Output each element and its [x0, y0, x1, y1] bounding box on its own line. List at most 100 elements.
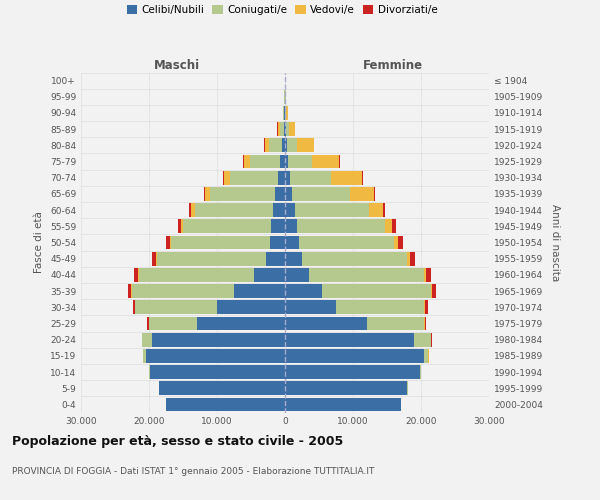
Bar	[285, 284, 322, 298]
Bar	[312, 154, 340, 168]
Bar	[285, 382, 407, 395]
Text: PROVINCIA DI FOGGIA - Dati ISTAT 1° gennaio 2005 - Elaborazione TUTTITALIA.IT: PROVINCIA DI FOGGIA - Dati ISTAT 1° genn…	[12, 468, 374, 476]
Bar	[152, 252, 156, 266]
Bar	[285, 268, 309, 282]
Bar	[285, 252, 302, 266]
Bar	[280, 154, 285, 168]
Bar	[285, 171, 290, 184]
Bar	[210, 187, 275, 201]
Bar	[285, 300, 336, 314]
Bar	[285, 138, 287, 152]
Bar	[178, 220, 181, 233]
Bar	[273, 203, 285, 217]
Bar	[283, 106, 284, 120]
Bar	[370, 203, 383, 217]
Bar	[224, 171, 230, 184]
Bar	[149, 316, 197, 330]
Bar	[142, 333, 152, 346]
Bar	[297, 138, 314, 152]
Bar	[383, 203, 385, 217]
Bar	[425, 316, 426, 330]
Bar	[269, 138, 282, 152]
Bar	[157, 252, 266, 266]
Bar	[197, 316, 285, 330]
Bar	[183, 220, 271, 233]
Bar	[181, 220, 183, 233]
Bar	[136, 300, 217, 314]
Bar	[367, 316, 424, 330]
Bar	[278, 171, 285, 184]
Bar	[280, 122, 284, 136]
Bar	[217, 300, 285, 314]
Bar	[289, 122, 295, 136]
Bar	[295, 203, 370, 217]
Bar	[431, 284, 432, 298]
Bar	[285, 398, 401, 411]
Bar	[425, 300, 428, 314]
Bar	[266, 252, 285, 266]
Bar	[254, 268, 285, 282]
Bar	[270, 236, 285, 250]
Bar	[292, 187, 350, 201]
Bar	[271, 220, 285, 233]
Bar	[296, 220, 385, 233]
Bar	[410, 252, 415, 266]
Legend: Celibi/Nubili, Coniugati/e, Vedovi/e, Divorziati/e: Celibi/Nubili, Coniugati/e, Vedovi/e, Di…	[127, 5, 437, 15]
Bar	[419, 365, 421, 379]
Bar	[166, 236, 170, 250]
Bar	[424, 268, 426, 282]
Bar	[156, 252, 157, 266]
Bar	[148, 316, 149, 330]
Bar	[322, 284, 431, 298]
Bar	[394, 236, 398, 250]
Bar	[331, 171, 362, 184]
Bar	[133, 300, 135, 314]
Bar	[309, 268, 424, 282]
Bar	[407, 252, 410, 266]
Bar	[128, 284, 131, 298]
Bar	[290, 171, 331, 184]
Bar	[414, 333, 431, 346]
Bar	[285, 203, 295, 217]
Bar	[285, 122, 286, 136]
Bar	[285, 349, 424, 362]
Bar	[287, 138, 297, 152]
Bar	[285, 316, 367, 330]
Bar	[134, 268, 138, 282]
Bar	[285, 333, 414, 346]
Bar	[146, 349, 285, 362]
Bar	[138, 268, 139, 282]
Bar	[286, 106, 288, 120]
Bar	[265, 138, 269, 152]
Bar	[194, 203, 273, 217]
Bar	[285, 187, 292, 201]
Bar	[143, 349, 146, 362]
Bar	[392, 220, 396, 233]
Text: Maschi: Maschi	[154, 59, 200, 72]
Bar	[166, 398, 285, 411]
Bar	[149, 365, 151, 379]
Bar	[189, 203, 191, 217]
Bar	[285, 236, 299, 250]
Bar	[289, 154, 312, 168]
Bar	[139, 268, 254, 282]
Bar	[230, 171, 278, 184]
Bar	[172, 236, 270, 250]
Bar	[204, 187, 205, 201]
Bar	[385, 220, 392, 233]
Bar	[336, 300, 424, 314]
Bar	[282, 138, 285, 152]
Text: Femmine: Femmine	[363, 59, 423, 72]
Bar	[374, 187, 376, 201]
Bar	[299, 236, 394, 250]
Bar	[426, 268, 431, 282]
Y-axis label: Anni di nascita: Anni di nascita	[550, 204, 560, 281]
Bar	[424, 349, 428, 362]
Bar	[151, 365, 285, 379]
Bar	[286, 122, 289, 136]
Bar	[191, 203, 194, 217]
Bar	[205, 187, 210, 201]
Bar	[234, 284, 285, 298]
Bar	[302, 252, 407, 266]
Bar	[275, 187, 285, 201]
